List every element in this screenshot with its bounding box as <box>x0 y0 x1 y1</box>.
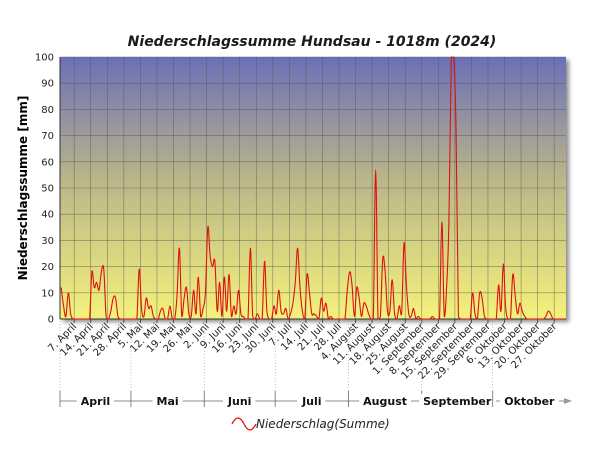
month-label: April <box>81 395 110 408</box>
month-label-bg <box>419 394 496 409</box>
month-label: Juni <box>227 395 252 408</box>
month-label-bg <box>76 394 115 409</box>
legend-label: Niederschlag(Summe) <box>256 417 390 431</box>
month-label: Juli <box>301 395 321 408</box>
legend: Niederschlag(Summe) <box>231 417 390 431</box>
series-line-niederschlag <box>60 56 565 320</box>
y-tick-label: 100 <box>35 53 54 64</box>
y-axis-label: Niederschlagssumme [mm] <box>16 96 30 281</box>
legend-line-swatch <box>231 417 257 431</box>
month-label: August <box>363 395 407 408</box>
month-label: Mai <box>157 395 179 408</box>
y-tick-label: 50 <box>41 184 54 195</box>
chart-title: Niederschlagssumme Hundsau - 1018m (2024… <box>128 34 497 50</box>
month-axis: April Mai Juni Juli August September Oktober <box>59 321 572 409</box>
y-tick-label: 0 <box>48 315 54 326</box>
y-tick-labels: 0 10 20 30 40 50 60 70 80 90 100 <box>35 53 54 326</box>
month-label-bg <box>152 394 183 409</box>
y-tick-label: 70 <box>41 131 54 142</box>
month-label-bg <box>500 394 560 409</box>
y-tick-label: 10 <box>41 288 54 299</box>
month-label: September <box>423 395 492 408</box>
y-tick-label: 20 <box>41 262 54 273</box>
month-label: Oktober <box>504 395 555 408</box>
y-tick-label: 40 <box>41 210 54 221</box>
month-label-bg <box>359 394 412 409</box>
y-tick-label: 90 <box>41 79 54 90</box>
month-label-bg <box>297 394 326 409</box>
y-tick-label: 30 <box>41 236 54 247</box>
month-axis-arrow <box>564 398 572 404</box>
y-tick-label: 80 <box>41 105 54 116</box>
y-tick-label: 60 <box>41 157 54 168</box>
series-layer <box>60 56 565 320</box>
month-label-bg <box>222 394 256 409</box>
